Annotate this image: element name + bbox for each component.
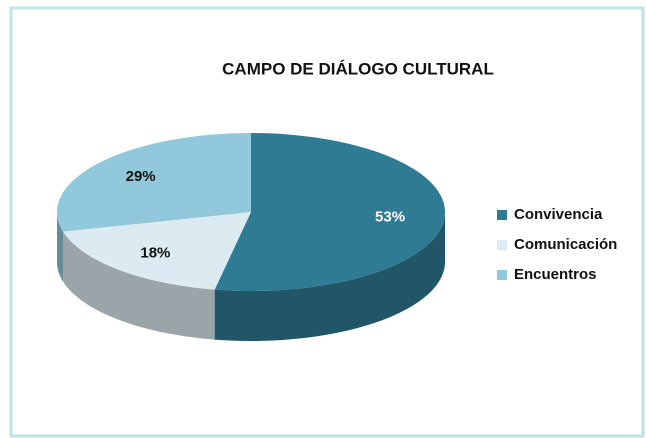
pie-side [214, 212, 445, 341]
data-label: 18% [140, 244, 170, 261]
chart-title: CAMPO DE DIÁLOGO CULTURAL [222, 59, 494, 78]
legend-swatch [497, 240, 507, 250]
legend-swatch [497, 210, 507, 220]
legend-label: Comunicación [514, 236, 617, 253]
data-label: 29% [126, 168, 156, 185]
pie-slice [214, 133, 445, 291]
legend-label: Convivencia [514, 206, 603, 223]
legend-swatch [497, 270, 507, 280]
data-label: 53% [375, 208, 405, 225]
pie-side [57, 212, 64, 282]
pie-slice [57, 133, 252, 232]
pie-side [63, 231, 215, 340]
legend-label: Encuentros [514, 266, 597, 283]
pie-slice [63, 212, 252, 290]
